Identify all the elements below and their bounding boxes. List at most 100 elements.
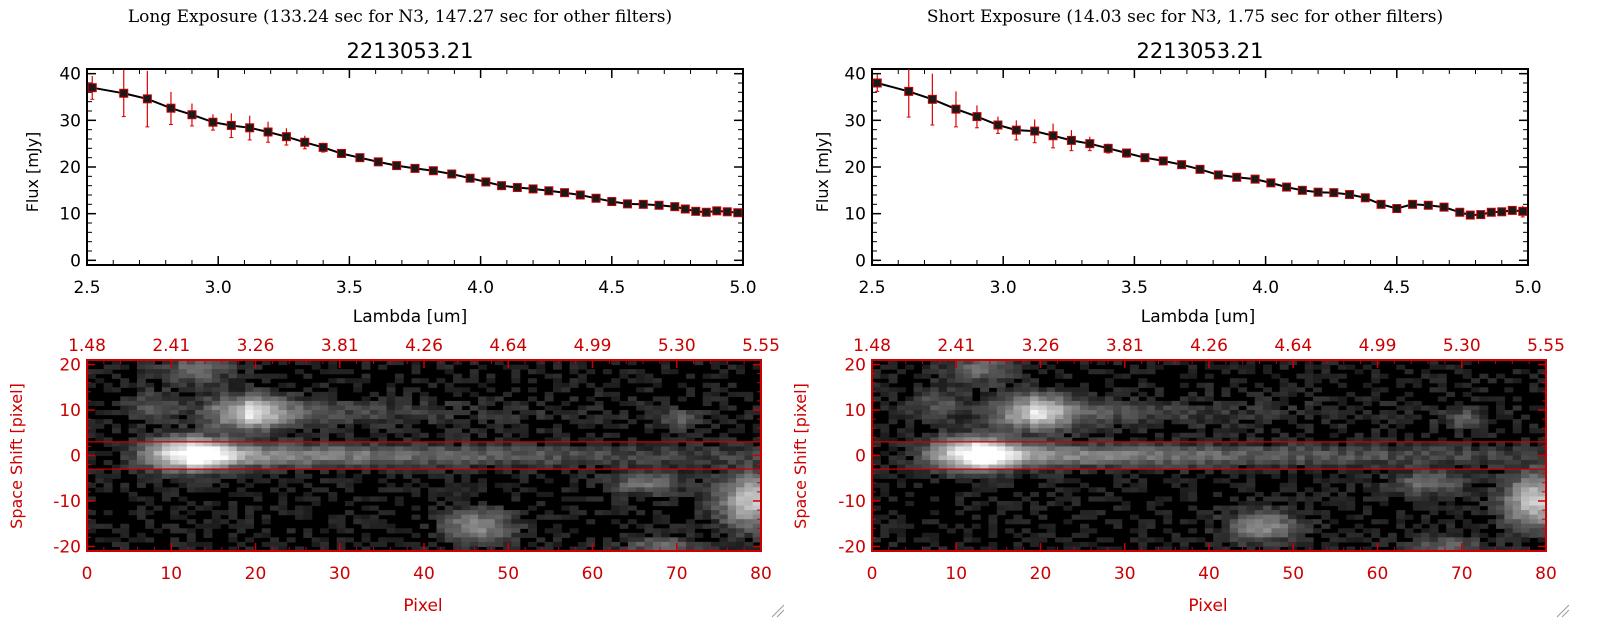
- image-pixel: [677, 473, 687, 479]
- image-pixel: [1221, 441, 1231, 448]
- image-pixel: [228, 514, 238, 520]
- image-pixel: [905, 405, 915, 411]
- image-pixel: [145, 537, 155, 543]
- image-pixel: [394, 419, 404, 425]
- image-pixel: [752, 428, 762, 434]
- image-pixel: [203, 500, 213, 507]
- image-pixel: [1246, 514, 1256, 520]
- image-pixel: [1021, 414, 1031, 420]
- image-pixel: [419, 446, 429, 452]
- image-pixel: [1138, 414, 1148, 420]
- image-pixel: [946, 396, 956, 402]
- image-pixel: [1521, 505, 1530, 511]
- spectrum-ylabel: Flux [mJy]: [813, 132, 832, 213]
- image-pixel: [1163, 414, 1173, 420]
- image-pixel: [686, 532, 696, 538]
- image-pixel: [921, 546, 931, 552]
- image-pixel: [494, 510, 504, 516]
- image-pixel: [261, 514, 271, 520]
- image-pixel: [411, 532, 421, 538]
- image-pixel: [1038, 428, 1048, 434]
- image-pixel: [211, 514, 221, 520]
- image-pixel: [1005, 450, 1015, 457]
- image-pixel: [1404, 528, 1414, 534]
- image-pixel: [1437, 414, 1447, 420]
- image-pixel: [636, 387, 646, 393]
- image-pixel: [1121, 373, 1131, 379]
- image-pixel: [619, 441, 629, 448]
- image-pixel: [744, 487, 754, 493]
- image-pixel: [980, 437, 990, 443]
- image-pixel: [586, 405, 596, 411]
- image-pixel: [1362, 414, 1372, 420]
- image-pixel: [627, 491, 637, 498]
- image-pixel: [702, 510, 712, 516]
- image-pixel: [1080, 441, 1089, 448]
- image-pixel: [428, 410, 438, 416]
- image-pixel: [353, 378, 363, 384]
- panel-caption: Long Exposure (133.24 sec for N3, 147.27…: [128, 7, 672, 27]
- image-pixel: [1354, 446, 1364, 452]
- image-pixel: [1329, 464, 1339, 470]
- image-pixel: [1279, 464, 1289, 470]
- image-pixel: [228, 469, 238, 475]
- image-pixel: [87, 450, 96, 457]
- image-pixel: [1537, 537, 1547, 543]
- image-pixel: [711, 391, 720, 397]
- image-pixel: [544, 391, 554, 397]
- image-pixel: [711, 373, 720, 379]
- image-pixel: [619, 496, 629, 502]
- image-pixel: [328, 414, 338, 420]
- image-pixel: [1429, 410, 1439, 416]
- image-pixel: [136, 414, 146, 420]
- image-pixel: [1504, 464, 1514, 470]
- image-pixel: [444, 446, 454, 452]
- image-pixel: [436, 432, 446, 438]
- image-pixel: [1154, 546, 1164, 552]
- image-pixel: [186, 528, 196, 534]
- image-pixel: [1204, 446, 1214, 452]
- image-pixel: [1454, 546, 1464, 552]
- image-pixel: [1288, 419, 1297, 425]
- image-pixel: [461, 423, 471, 429]
- image-pixel: [1504, 478, 1514, 484]
- image-pixel: [270, 441, 279, 448]
- image-pixel: [1113, 410, 1123, 416]
- image-pixel: [872, 519, 881, 525]
- image-pixel: [461, 455, 471, 461]
- image-pixel: [1454, 541, 1464, 548]
- image-pixel: [1412, 405, 1422, 411]
- image-pixel: [1096, 405, 1106, 411]
- image-pixel: [378, 464, 388, 470]
- image-pixel: [1046, 473, 1056, 479]
- image-pixel: [677, 455, 687, 461]
- image-pixel: [195, 382, 205, 388]
- image-pixel: [469, 391, 479, 397]
- image-pixel: [727, 500, 737, 507]
- image-pixel: [178, 478, 188, 484]
- image-pixel: [1321, 446, 1331, 452]
- image-pixel: [344, 369, 354, 375]
- image-pixel: [1088, 541, 1098, 548]
- image-pixel: [636, 482, 646, 488]
- image-pixel: [295, 446, 304, 452]
- image-pixel: [1454, 414, 1464, 420]
- image-pixel: [1471, 510, 1481, 516]
- image-pixel: [186, 510, 196, 516]
- image-pixel: [955, 455, 965, 461]
- image-pixel: [1279, 523, 1289, 529]
- image-pixel: [344, 428, 354, 434]
- image-pixel: [1354, 537, 1364, 543]
- image-pixel: [453, 410, 463, 416]
- image-pixel: [594, 460, 604, 466]
- image-pixel: [561, 496, 571, 502]
- image-pixel: [569, 505, 579, 511]
- image-pixel: [711, 414, 720, 420]
- image-pixel: [905, 450, 915, 457]
- image-pixel: [211, 441, 221, 448]
- image-pixel: [1038, 505, 1048, 511]
- image-pixel: [1421, 487, 1431, 493]
- image-pixel: [228, 473, 238, 479]
- image-pixel: [752, 450, 762, 457]
- image-pixel: [1379, 400, 1389, 407]
